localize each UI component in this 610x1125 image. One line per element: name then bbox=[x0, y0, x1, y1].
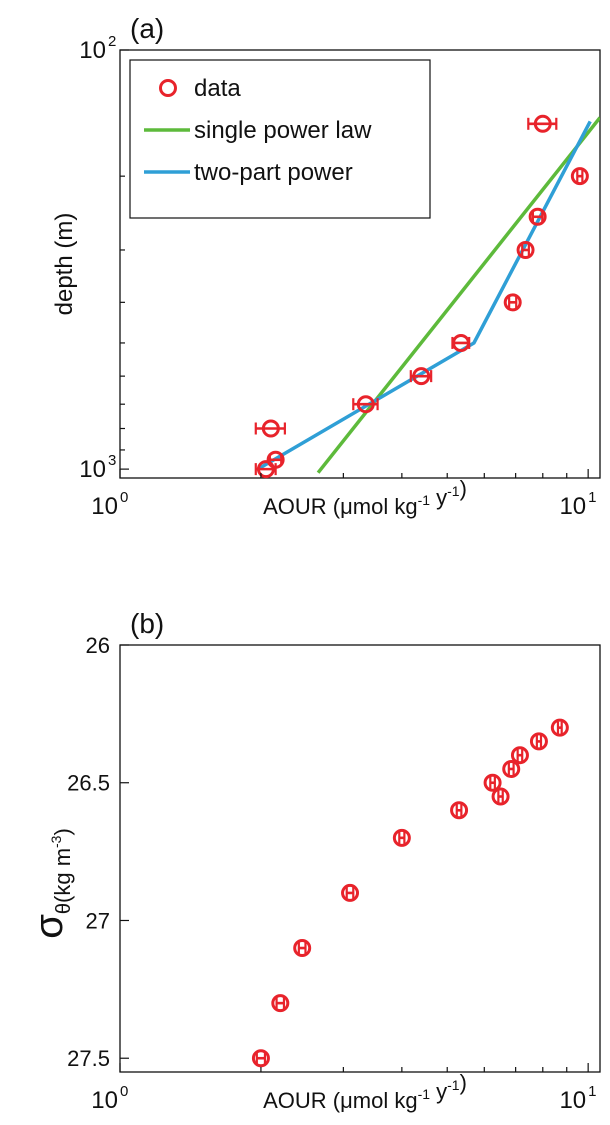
panel-label: (b) bbox=[130, 608, 164, 639]
legend-label: single power law bbox=[194, 117, 372, 144]
x-tick-label-exponent: 1 bbox=[588, 1083, 596, 1100]
data-point bbox=[533, 114, 552, 133]
x-axis-label: AOUR (μmol kg-1 y-1) bbox=[263, 1070, 467, 1113]
x-tick-label-base: 10 bbox=[91, 493, 118, 520]
data-point bbox=[392, 828, 411, 847]
data-point bbox=[261, 419, 280, 438]
y-axis-label: σθ(kg m-3) bbox=[27, 828, 75, 939]
x-tick-label-base: 10 bbox=[91, 1087, 118, 1114]
y-tick-label: 27.5 bbox=[67, 1046, 110, 1071]
panel-label: (a) bbox=[130, 13, 164, 44]
x-axis-label: AOUR (μmol kg-1 y-1) bbox=[263, 476, 467, 519]
x-tick-label-exponent: 1 bbox=[588, 489, 596, 506]
two-part-power-line bbox=[257, 120, 592, 471]
data-point bbox=[510, 746, 529, 765]
legend: data single power law two-part power bbox=[129, 59, 431, 219]
panel-a: (a) depth (m) data single power law two-part… bbox=[51, 13, 601, 479]
legend-marker bbox=[159, 79, 177, 97]
x-tick-label-base: 10 bbox=[559, 493, 586, 520]
y-tick-label: 26.5 bbox=[67, 771, 110, 796]
x-tick-label-exponent: 0 bbox=[120, 1083, 128, 1100]
data-point bbox=[451, 333, 470, 352]
legend-label: two-part power bbox=[194, 159, 353, 186]
data-point bbox=[271, 994, 290, 1013]
panel-b: (b) 26 26.5 27 27.5 σθ(kg m-3) bbox=[27, 608, 601, 1073]
legend-label: data bbox=[194, 75, 241, 102]
data-point bbox=[483, 773, 502, 792]
x-tick-label: 10 1 bbox=[559, 489, 596, 520]
y-tick-label: 26 bbox=[86, 633, 110, 658]
data-point bbox=[293, 939, 312, 958]
data-point bbox=[503, 293, 522, 312]
x-tick-label: 10 1 bbox=[559, 1083, 596, 1114]
y-tick-label: 10 2 bbox=[79, 33, 116, 64]
data-point bbox=[529, 732, 548, 751]
y-tick-label: 27 bbox=[86, 908, 110, 933]
data-point bbox=[550, 718, 569, 737]
data-point bbox=[491, 787, 510, 806]
plot-frame bbox=[119, 49, 601, 479]
y-tick-label: 10 3 bbox=[79, 452, 116, 483]
data-point bbox=[570, 167, 589, 186]
data-point bbox=[341, 883, 360, 902]
data-point bbox=[516, 240, 535, 259]
data-point bbox=[502, 759, 521, 778]
x-tick-label-base: 10 bbox=[559, 1087, 586, 1114]
data-point bbox=[251, 1049, 270, 1068]
legend-box bbox=[129, 59, 431, 219]
data-point bbox=[450, 801, 469, 820]
y-tick-label-exponent: 2 bbox=[108, 33, 116, 50]
y-tick-label-base: 10 bbox=[79, 37, 106, 64]
x-tick-label-exponent: 0 bbox=[120, 489, 128, 506]
data-point bbox=[256, 460, 275, 479]
data-point bbox=[528, 207, 547, 226]
y-axis-label: depth (m) bbox=[51, 213, 78, 316]
plot-frame bbox=[119, 644, 601, 1073]
x-tick-label: 10 0 bbox=[91, 489, 128, 520]
data-series bbox=[251, 718, 569, 1068]
data-point bbox=[356, 395, 375, 414]
x-tick-label: 10 0 bbox=[91, 1083, 128, 1114]
data-point bbox=[412, 367, 431, 386]
single-power-law-line bbox=[316, 116, 600, 474]
y-tick-label-base: 10 bbox=[79, 456, 106, 483]
data-series bbox=[254, 114, 589, 479]
y-tick-label-exponent: 3 bbox=[108, 452, 116, 469]
